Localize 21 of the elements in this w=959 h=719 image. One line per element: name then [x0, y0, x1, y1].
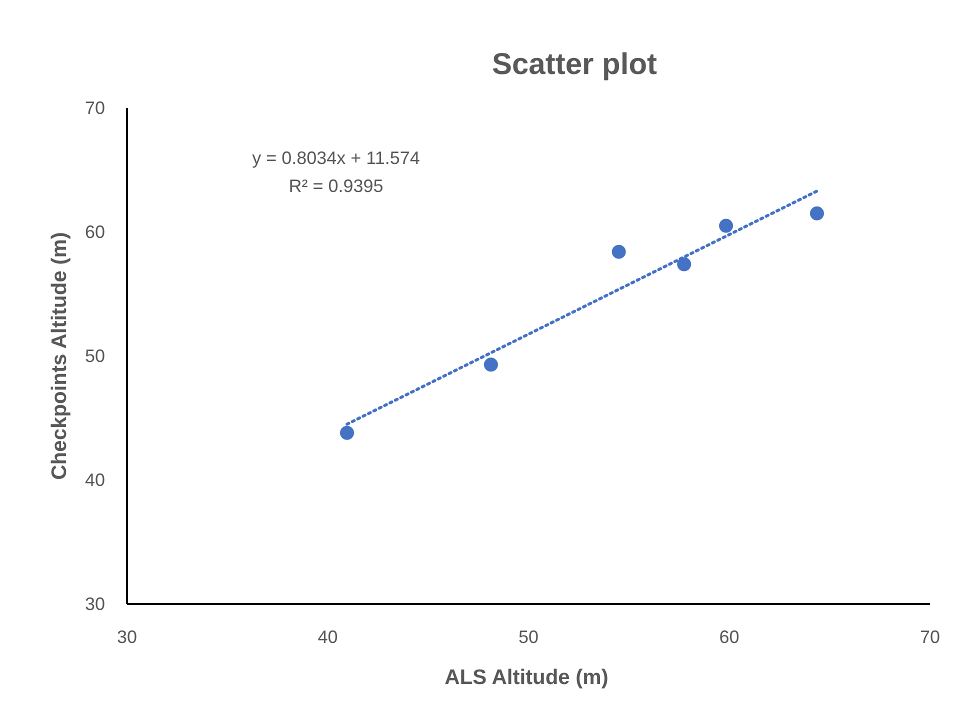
- point: [484, 358, 498, 372]
- annotation: y = 0.8034x + 11.574: [252, 148, 420, 168]
- annotation: R² = 0.9395: [288, 176, 384, 196]
- y-tick-label: 60: [84, 222, 105, 242]
- point: [810, 206, 824, 220]
- y-tick-label: 70: [84, 98, 105, 118]
- x-tick-label: 40: [318, 627, 338, 647]
- point: [612, 244, 626, 259]
- y-tick-label: 50: [84, 346, 105, 366]
- x-tick-label: 60: [719, 627, 740, 647]
- x-tick-label: 30: [116, 627, 138, 647]
- x-tick-label: 50: [518, 627, 539, 647]
- chart-title: Scatter plot: [492, 48, 658, 81]
- point: [677, 257, 692, 272]
- point: [719, 218, 734, 233]
- point: [340, 426, 354, 440]
- x-axis-title: ALS Altitude (m): [444, 666, 608, 689]
- y-tick-label: 30: [84, 594, 105, 614]
- x-tick-label: 70: [920, 627, 940, 647]
- y-axis-title: Checkpoints Altitude (m): [48, 232, 71, 480]
- y-tick-label: 40: [84, 470, 105, 490]
